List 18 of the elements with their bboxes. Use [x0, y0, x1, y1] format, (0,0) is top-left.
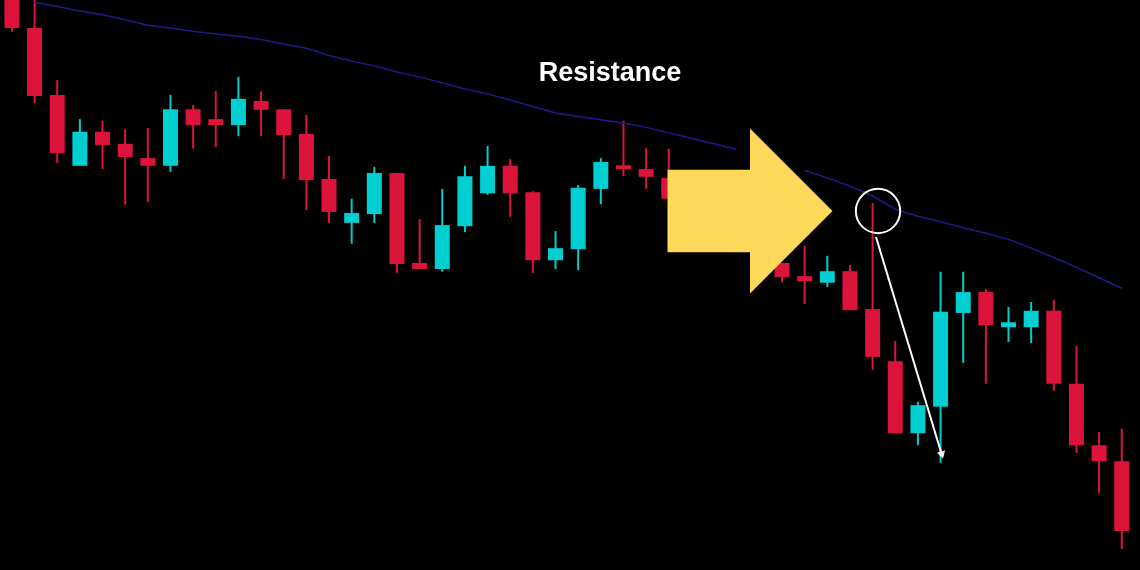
- candlestick: [253, 90, 269, 138]
- candlestick: [638, 147, 654, 190]
- candlestick: [185, 103, 201, 150]
- candlestick: [548, 230, 564, 271]
- candlestick: [955, 270, 971, 364]
- annotation: Resistance: [538, 57, 682, 87]
- candlestick: [819, 254, 835, 289]
- candlestick: [1023, 300, 1039, 345]
- candlestick: [208, 90, 224, 149]
- candlestick: [412, 218, 428, 271]
- candlestick: [615, 119, 631, 178]
- candlestick: [344, 197, 360, 245]
- candlestick: [95, 119, 111, 171]
- candlestick: [797, 244, 813, 306]
- candlestick: [117, 128, 133, 206]
- candlestick: [1001, 305, 1017, 344]
- candlestick: [140, 126, 156, 204]
- candlestick: [1091, 431, 1107, 494]
